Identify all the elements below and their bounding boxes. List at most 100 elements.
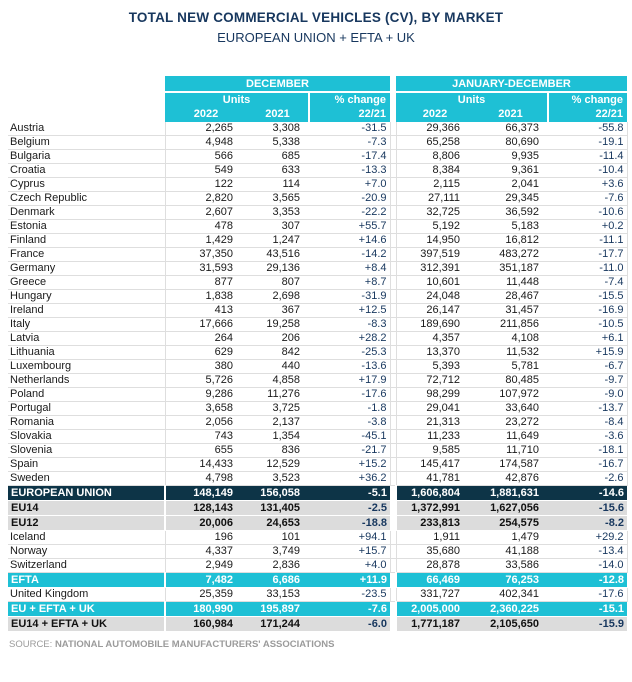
cell-jan-dec-2021: 23,272 [474, 415, 548, 430]
cell-dec-2021: 367 [247, 303, 309, 318]
cell-dec-2022: 196 [164, 530, 247, 545]
cell-dec-2021: 307 [247, 219, 309, 234]
source-text: NATIONAL AUTOMOBILE MANUFACTURERS' ASSOC… [54, 639, 335, 650]
column-gap [389, 331, 396, 346]
column-gap [389, 587, 396, 602]
column-gap [390, 601, 396, 617]
cell-dec-2021: 6,686 [247, 572, 309, 588]
cell-jan-dec-2021: 36,592 [474, 205, 548, 220]
cell-jan-dec-2022: 8,806 [395, 149, 474, 164]
cell-jan-dec-2022: 1,911 [395, 530, 474, 545]
column-gap [389, 345, 396, 360]
cell-dec-2021: 206 [247, 331, 309, 346]
cell-jan-dec-2021: 5,183 [474, 219, 548, 234]
table-header: DECEMBER JANUARY-DECEMBER Units % change… [8, 76, 627, 122]
cell-jan-dec-2021: 11,649 [474, 429, 548, 444]
cell-dec-2022: 743 [164, 429, 247, 444]
cell-jan-dec-2022: 72,712 [395, 373, 474, 388]
column-gap [389, 205, 396, 220]
row-label: Denmark [8, 205, 165, 220]
row-label: Norway [8, 544, 165, 559]
year-header-jan-2021: 2021 [474, 106, 548, 122]
row-label: Portugal [8, 401, 165, 416]
cell-dec-2022: 2,820 [164, 191, 247, 206]
cell-jan-dec-pct-change: -9.0 [548, 387, 628, 402]
cell-jan-dec-2021: 11,532 [474, 345, 548, 360]
column-gap [389, 558, 396, 573]
cell-jan-dec-pct-change: -7.6 [548, 191, 628, 206]
cell-jan-dec-2022: 189,690 [395, 317, 474, 332]
row-label: EFTA [8, 572, 165, 588]
cell-dec-2022: 380 [164, 359, 247, 374]
column-gap [389, 233, 396, 248]
row-label: Spain [8, 457, 165, 472]
cell-jan-dec-2021: 33,640 [474, 401, 548, 416]
cell-jan-dec-pct-change: -13.7 [548, 401, 628, 416]
table-row: Hungary 1,838 2,698 -31.9 24,048 28,467 -15.5 [8, 289, 628, 304]
cell-dec-pct-change: -2.5 [309, 500, 390, 516]
cell-dec-2022: 2,949 [164, 558, 247, 573]
header-label-spacer [8, 92, 165, 106]
row-label: Italy [8, 317, 165, 332]
row-label: Slovakia [8, 429, 165, 444]
table-row: Slovenia 655 836 -21.7 9,585 11,710 -18.1 [8, 443, 628, 458]
row-label: Iceland [8, 530, 165, 545]
cell-dec-2022: 2,607 [164, 205, 247, 220]
cell-dec-2021: 440 [247, 359, 309, 374]
cell-dec-pct-change: +94.1 [309, 530, 390, 545]
row-label: Switzerland [8, 558, 165, 573]
table-row: Italy 17,666 19,258 -8.3 189,690 211,856 -10.5 [8, 317, 628, 332]
column-gap [389, 247, 396, 262]
cell-jan-dec-2021: 351,187 [474, 261, 548, 276]
column-gap [389, 303, 396, 318]
column-gap [389, 471, 396, 486]
cell-jan-dec-2022: 21,313 [395, 415, 474, 430]
cell-jan-dec-2021: 1,881,631 [474, 485, 548, 501]
row-label: Bulgaria [8, 149, 165, 164]
cell-jan-dec-2021: 2,105,650 [474, 616, 548, 632]
cell-dec-2021: 633 [247, 163, 309, 178]
column-gap [389, 275, 396, 290]
cell-dec-2022: 4,948 [164, 135, 247, 150]
row-label: Czech Republic [8, 191, 165, 206]
cell-dec-2022: 122 [164, 177, 247, 192]
units-header-january-december: Units [396, 92, 548, 106]
table-row: Norway 4,337 3,749 +15.7 35,680 41,188 -13.4 [8, 544, 628, 559]
cell-jan-dec-2021: 76,253 [474, 572, 548, 588]
cell-dec-2022: 17,666 [164, 317, 247, 332]
cell-jan-dec-pct-change: -8.4 [548, 415, 628, 430]
cell-jan-dec-pct-change: -19.1 [548, 135, 628, 150]
row-label: EU12 [8, 515, 165, 531]
column-gap [389, 163, 396, 178]
cell-dec-pct-change: -7.3 [309, 135, 390, 150]
source-line: SOURCE: NATIONAL AUTOMOBILE MANUFACTURER… [9, 639, 632, 650]
row-label: Austria [8, 122, 165, 136]
row-label: Cyprus [8, 177, 165, 192]
cell-jan-dec-2021: 11,710 [474, 443, 548, 458]
cell-dec-pct-change: -20.9 [309, 191, 390, 206]
cell-jan-dec-2022: 397,519 [395, 247, 474, 262]
row-label: Romania [8, 415, 165, 430]
cell-jan-dec-pct-change: -8.2 [548, 515, 627, 531]
table-row: EU12 20,006 24,653 -18.8 233,813 254,575 -8.2 [8, 515, 627, 531]
row-label: Ireland [8, 303, 165, 318]
cell-dec-2022: 549 [164, 163, 247, 178]
cell-dec-2022: 2,265 [164, 122, 247, 136]
cell-dec-2021: 156,058 [247, 485, 309, 501]
cell-dec-2021: 807 [247, 275, 309, 290]
column-gap [389, 261, 396, 276]
cell-dec-2022: 3,658 [164, 401, 247, 416]
cell-jan-dec-2022: 1,606,804 [395, 485, 474, 501]
cell-dec-pct-change: -17.4 [309, 149, 390, 164]
cell-jan-dec-2022: 145,417 [395, 457, 474, 472]
cell-jan-dec-2021: 174,587 [474, 457, 548, 472]
column-gap [389, 373, 396, 388]
cell-jan-dec-2022: 29,041 [395, 401, 474, 416]
cell-dec-2022: 7,482 [164, 572, 247, 588]
column-gap [390, 515, 396, 531]
table-row: EFTA 7,482 6,686 +11.9 66,469 76,253 -12.8 [8, 572, 627, 588]
column-gap [390, 572, 396, 588]
column-gap [389, 359, 396, 374]
cell-dec-2022: 25,359 [164, 587, 247, 602]
table-row: Lithuania 629 842 -25.3 13,370 11,532 +15.9 [8, 345, 628, 360]
